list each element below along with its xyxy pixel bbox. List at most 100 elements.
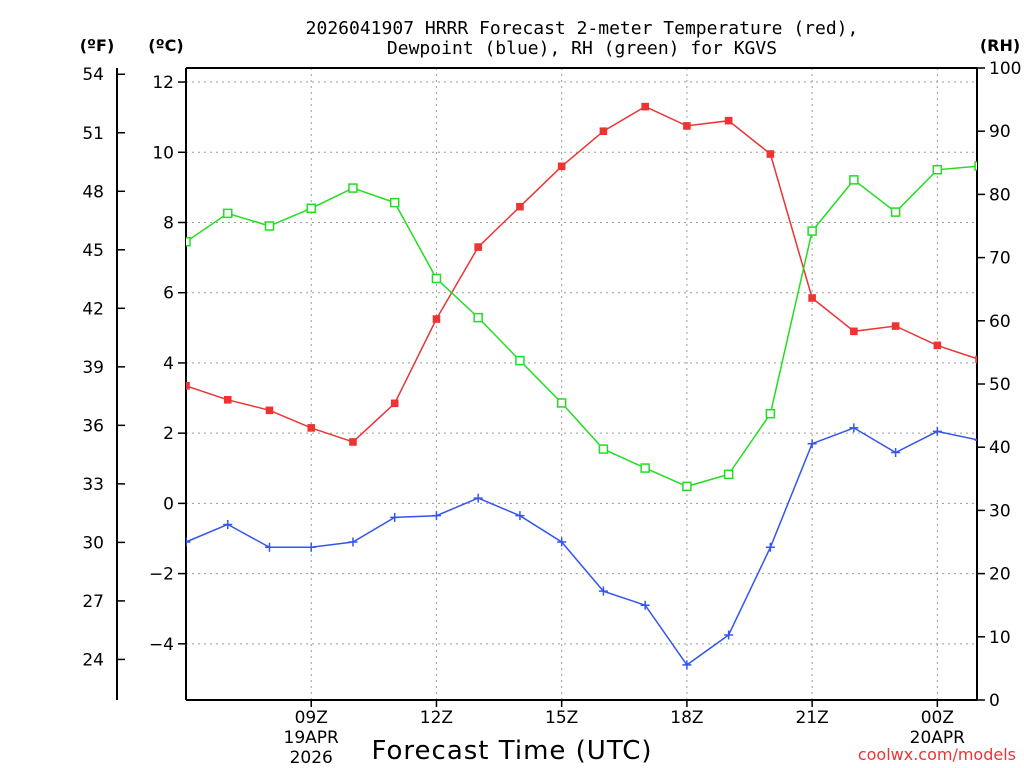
rh-point — [348, 183, 358, 193]
dewpoint-point — [765, 542, 775, 552]
fahrenheit-tick-label: 42 — [82, 299, 104, 319]
rh-point — [849, 175, 859, 185]
rh-point — [556, 398, 567, 408]
fahrenheit-tick-label: 54 — [82, 65, 104, 85]
celsius-tick-label: −2 — [149, 565, 174, 585]
rh-point — [682, 481, 692, 492]
rh-tick-label: 90 — [989, 122, 1011, 142]
dewpoint-point — [390, 512, 400, 522]
dewpoint-point — [557, 537, 567, 547]
dewpoint-point — [849, 423, 859, 433]
fahrenheit-tick-label: 27 — [82, 592, 104, 612]
temperature-point — [432, 315, 441, 323]
plot-series — [186, 102, 977, 670]
dewpoint-point — [473, 493, 483, 503]
dewpoint-point — [640, 600, 650, 610]
rh-point — [765, 408, 776, 419]
rh-tick-label: 40 — [989, 438, 1011, 458]
fahrenheit-tick-label: 33 — [82, 475, 104, 495]
temperature-point — [641, 102, 649, 111]
dewpoint-point — [348, 537, 358, 547]
fahrenheit-tick-label: 48 — [82, 182, 104, 202]
fahrenheit-tick-label: 51 — [82, 124, 104, 144]
temperature-point — [349, 438, 357, 446]
rh-tick-label: 60 — [989, 312, 1011, 332]
rh-tick-label: 10 — [989, 628, 1011, 648]
celsius-tick-label: 6 — [163, 284, 174, 304]
x-tick-label: 09Z — [295, 708, 328, 728]
temperature-point — [766, 150, 775, 158]
dewpoint-point — [264, 542, 274, 552]
rh-point — [186, 237, 191, 247]
temperature-point — [933, 341, 942, 350]
credit-text: coolwx.com/models — [858, 745, 1016, 764]
rh-point — [515, 355, 525, 366]
temperature-point — [307, 424, 316, 432]
celsius-tick-label: 4 — [163, 354, 174, 374]
chart-title-line1: 2026041907 HRRR Forecast 2-meter Tempera… — [306, 18, 859, 39]
dewpoint-series-line — [186, 427, 977, 666]
fahrenheit-tick-label: 24 — [82, 650, 104, 670]
dewpoint-point — [431, 511, 441, 521]
temperature-point — [891, 322, 900, 330]
rh-point — [932, 165, 943, 175]
rh-point — [222, 208, 233, 219]
temperature-point — [223, 396, 232, 404]
dewpoint-point — [974, 439, 977, 441]
rh-tick-label: 80 — [989, 185, 1011, 205]
fahrenheit-tick-label: 36 — [82, 416, 104, 436]
rh-point — [306, 203, 316, 214]
x-tick-label: 18Z — [670, 708, 703, 728]
celsius-unit-label: (ºC) — [148, 36, 183, 55]
rh-tick-label: 100 — [989, 59, 1021, 79]
rh-tick-label: 20 — [989, 565, 1011, 585]
temperature-point — [724, 116, 733, 125]
temperature-point — [390, 399, 399, 408]
rh-point — [890, 207, 901, 217]
fahrenheit-tick-label: 30 — [82, 533, 104, 553]
fahrenheit-tick-label: 39 — [82, 358, 104, 378]
x-tick-date-label: 20APR — [910, 728, 966, 748]
temperature-point — [265, 406, 274, 415]
rh-tick-label: 50 — [989, 375, 1011, 395]
celsius-tick-label: −4 — [149, 635, 174, 655]
dewpoint-point — [891, 447, 901, 457]
dewpoint-point — [306, 542, 316, 552]
temperature-point — [557, 162, 566, 171]
temperature-point — [850, 327, 858, 336]
fahrenheit-unit-label: (ºF) — [80, 36, 115, 55]
x-tick-label: 12Z — [420, 708, 453, 728]
dewpoint-point — [598, 586, 608, 596]
x-tick-label: 21Z — [795, 708, 828, 728]
rh-point — [598, 444, 609, 454]
rh-unit-label: (RH) — [980, 36, 1020, 55]
x-tick-label: 00Z — [921, 708, 954, 728]
rh-tick-label: 0 — [989, 691, 1000, 711]
dewpoint-point — [682, 660, 692, 670]
x-tick-year-label: 2026 — [290, 748, 333, 768]
rh-tick-label: 30 — [989, 501, 1011, 521]
plot-area — [186, 102, 977, 670]
celsius-tick-label: 2 — [163, 424, 174, 444]
temperature-point — [808, 294, 816, 302]
dewpoint-point — [223, 519, 233, 529]
x-axis-title: Forecast Time (UTC) — [371, 736, 652, 766]
celsius-tick-label: 0 — [163, 494, 174, 514]
celsius-tick-label: 12 — [152, 73, 174, 93]
dewpoint-point — [724, 630, 734, 640]
rh-point — [431, 273, 442, 284]
fahrenheit-tick-label: 45 — [82, 241, 104, 261]
dewpoint-point — [515, 511, 525, 521]
dewpoint-point — [932, 426, 942, 436]
temperature-point — [186, 381, 190, 390]
dewpoint-point — [186, 537, 191, 547]
temperature-point — [683, 122, 691, 130]
rh-point — [974, 161, 977, 171]
temperature-point — [599, 127, 608, 135]
rh-point — [723, 469, 734, 480]
dewpoint-point — [807, 439, 817, 449]
temperature-series-line — [186, 105, 977, 443]
tick-labels: −4−2024681012242730333639424548515401020… — [82, 59, 1021, 768]
celsius-tick-label: 10 — [152, 143, 174, 163]
